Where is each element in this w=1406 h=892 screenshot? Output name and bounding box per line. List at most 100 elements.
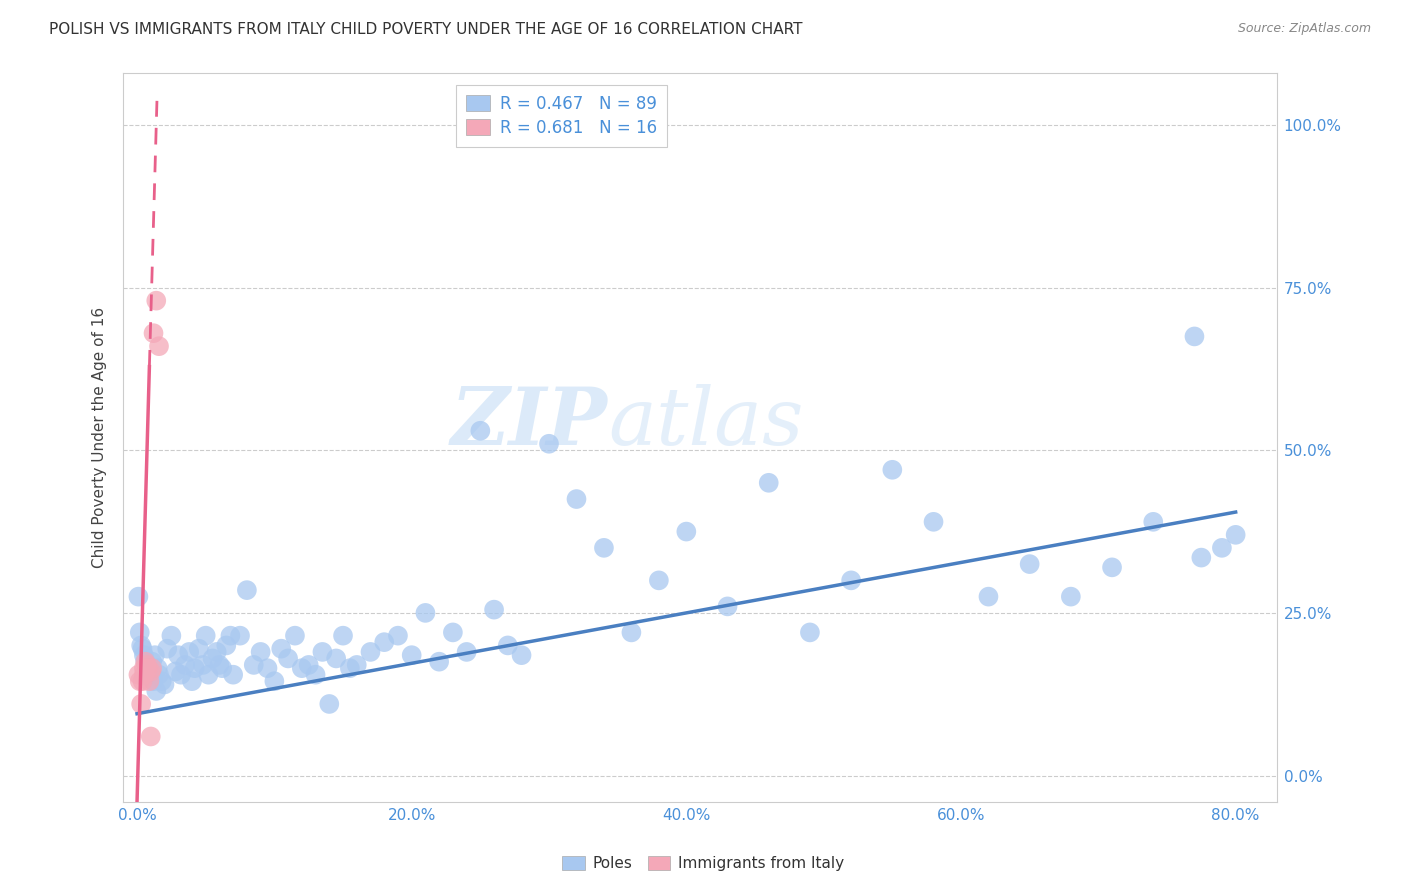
Point [148, 339, 170, 353]
Point [304, 667, 326, 681]
Point [242, 657, 264, 672]
Text: ZIP: ZIP [451, 384, 607, 461]
Point [187, 641, 209, 656]
Point [127, 590, 149, 604]
Point [135, 657, 157, 672]
Point [136, 661, 159, 675]
Point [373, 635, 395, 649]
Point [153, 677, 176, 691]
Point [387, 629, 409, 643]
Point [146, 661, 169, 675]
Point [339, 661, 361, 675]
Point [139, 667, 162, 681]
Point [145, 293, 167, 308]
Point [211, 661, 233, 675]
Point [191, 657, 214, 672]
Point [298, 657, 321, 672]
Point [332, 629, 354, 643]
Point [236, 583, 259, 598]
Text: atlas: atlas [607, 384, 803, 461]
Point [194, 629, 217, 643]
Point [318, 697, 340, 711]
Point [427, 655, 450, 669]
Point [401, 648, 423, 662]
Point [132, 667, 155, 681]
Point [219, 629, 242, 643]
Point [131, 641, 153, 656]
Point [256, 661, 278, 675]
Point [1142, 515, 1164, 529]
Point [131, 674, 153, 689]
Legend: R = 0.467   N = 89, R = 0.681   N = 16: R = 0.467 N = 89, R = 0.681 N = 16 [457, 85, 666, 147]
Point [270, 641, 292, 656]
Point [141, 661, 163, 675]
Point [142, 674, 165, 689]
Point [139, 730, 162, 744]
Point [229, 629, 252, 643]
Point [441, 625, 464, 640]
Point [346, 657, 368, 672]
Point [1225, 528, 1247, 542]
Point [311, 645, 333, 659]
Point [170, 667, 193, 681]
Point [1189, 550, 1212, 565]
Point [128, 625, 150, 640]
Point [222, 667, 245, 681]
Point [263, 674, 285, 689]
Point [510, 648, 533, 662]
Point [977, 590, 1000, 604]
Point [882, 463, 904, 477]
Point [145, 684, 167, 698]
Point [482, 602, 505, 616]
Point [136, 661, 159, 675]
Point [758, 475, 780, 490]
Point [142, 326, 165, 341]
Point [716, 599, 738, 614]
Point [156, 641, 179, 656]
Point [134, 655, 156, 669]
Point [148, 667, 170, 681]
Point [1184, 329, 1206, 343]
Point [648, 574, 671, 588]
Point [129, 697, 152, 711]
Point [922, 515, 945, 529]
Point [1211, 541, 1233, 555]
Point [277, 651, 299, 665]
Point [470, 424, 492, 438]
Point [141, 655, 163, 669]
Point [160, 629, 183, 643]
Point [135, 657, 157, 672]
Point [208, 657, 231, 672]
Point [456, 645, 478, 659]
Point [284, 629, 307, 643]
Point [132, 661, 155, 675]
Point [593, 541, 616, 555]
Point [179, 645, 201, 659]
Point [165, 665, 187, 679]
Legend: Poles, Immigrants from Italy: Poles, Immigrants from Italy [555, 849, 851, 877]
Point [183, 661, 205, 675]
Point [249, 645, 271, 659]
Point [139, 665, 162, 679]
Point [291, 661, 314, 675]
Point [127, 667, 149, 681]
Point [1018, 557, 1040, 571]
Point [1060, 590, 1083, 604]
Point [134, 655, 156, 669]
Point [675, 524, 697, 539]
Text: Source: ZipAtlas.com: Source: ZipAtlas.com [1237, 22, 1371, 36]
Point [150, 674, 173, 689]
Point [143, 648, 166, 662]
Point [325, 651, 347, 665]
Point [215, 639, 238, 653]
Point [167, 648, 190, 662]
Point [496, 639, 519, 653]
Point [415, 606, 437, 620]
Point [201, 651, 224, 665]
Point [197, 667, 219, 681]
Point [128, 674, 150, 689]
Point [174, 657, 197, 672]
Point [129, 639, 152, 653]
Point [1101, 560, 1123, 574]
Point [799, 625, 821, 640]
